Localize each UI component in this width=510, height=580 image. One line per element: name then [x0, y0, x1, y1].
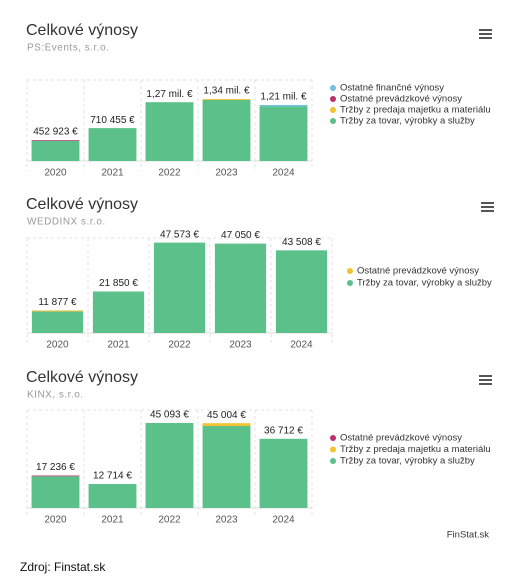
- bar-segment: [31, 140, 80, 161]
- legend-label: Ostatné prevádzkové výnosy: [340, 433, 462, 444]
- value-label: 47 050 €: [221, 230, 260, 241]
- bar-segment: [88, 128, 137, 161]
- chart-title: Celkové výnosy: [26, 22, 138, 39]
- x-tick-label: 2020: [44, 168, 67, 179]
- chart-title: Celkové výnosy: [26, 196, 138, 213]
- bar-segment: [202, 426, 251, 508]
- legend-swatch: [330, 458, 336, 464]
- x-tick-label: 2021: [101, 168, 124, 179]
- x-tick-label: 2023: [215, 168, 238, 179]
- chart-subtitle: WEDDINX s.r.o.: [27, 217, 106, 228]
- value-label: 17 236 €: [36, 462, 75, 473]
- menu-icon[interactable]: [479, 375, 492, 385]
- x-tick-label: 2022: [158, 515, 181, 526]
- bar-segment: [31, 140, 80, 141]
- bar-segment: [145, 423, 194, 508]
- legend-swatch: [330, 446, 336, 453]
- value-label: 45 093 €: [150, 410, 189, 421]
- menu-icon[interactable]: [481, 202, 494, 212]
- value-label: 1,34 mil. €: [203, 86, 250, 97]
- value-label: 43 508 €: [282, 237, 321, 248]
- source-logo: FinStat.sk: [447, 530, 489, 541]
- bar-segment: [259, 106, 308, 161]
- bar-segment: [145, 102, 194, 161]
- bar-segment: [31, 310, 84, 312]
- legend-label: Ostatné prevádzkové výnosy: [340, 94, 462, 105]
- value-label: 1,21 mil. €: [260, 92, 307, 103]
- x-tick-label: 2021: [107, 340, 130, 351]
- bar-segment: [153, 242, 206, 333]
- caption: Zdroj: Finstat.sk: [20, 560, 106, 574]
- bar-segment: [31, 311, 84, 333]
- bar-segment: [214, 243, 267, 333]
- legend-label: Tržby za tovar, výrobky a služby: [340, 116, 475, 127]
- x-tick-label: 2023: [215, 515, 238, 526]
- value-label: 1,27 mil. €: [146, 89, 193, 100]
- bar-segment: [202, 423, 251, 427]
- x-tick-label: 2020: [44, 515, 67, 526]
- legend-swatch: [347, 268, 353, 274]
- chart-title: Celkové výnosy: [26, 369, 138, 386]
- bar-segment: [259, 438, 308, 508]
- x-tick-label: 2023: [229, 340, 252, 351]
- value-label: 45 004 €: [207, 410, 246, 421]
- bar-segment: [92, 291, 145, 333]
- x-tick-label: 2024: [272, 515, 295, 526]
- legend-swatch: [330, 85, 336, 91]
- x-tick-label: 2024: [272, 168, 295, 179]
- x-tick-label: 2024: [290, 340, 313, 351]
- bar-segment: [31, 476, 80, 508]
- x-tick-label: 2021: [101, 515, 124, 526]
- bar-segment: [31, 475, 80, 477]
- value-label: 710 455 €: [90, 115, 135, 126]
- x-tick-label: 2022: [168, 340, 191, 351]
- bar-segment: [202, 99, 251, 161]
- legend-swatch: [347, 280, 353, 286]
- value-label: 452 923 €: [33, 127, 78, 138]
- value-label: 21 850 €: [99, 278, 138, 289]
- value-label: 36 712 €: [264, 425, 303, 436]
- legend-swatch: [330, 107, 336, 113]
- legend-swatch: [330, 118, 336, 124]
- legend-label: Ostatné prevádzkové výnosy: [357, 266, 479, 277]
- menu-icon[interactable]: [479, 29, 492, 39]
- legend-label: Tržby z predaja majetku a materiálu: [340, 444, 491, 455]
- bar-segment: [259, 104, 308, 107]
- bar-segment: [88, 484, 137, 508]
- legend-label: Tržby za tovar, výrobky a služby: [340, 456, 475, 467]
- legend-swatch: [330, 435, 336, 441]
- bar-segment: [275, 250, 328, 333]
- chart-subtitle: KINX, s.r.o.: [27, 390, 84, 401]
- value-label: 47 573 €: [160, 229, 199, 240]
- legend-label: Tržby z predaja majetku a materiálu: [340, 105, 491, 116]
- value-label: 11 877 €: [38, 297, 77, 308]
- x-tick-label: 2022: [158, 168, 181, 179]
- legend-swatch: [330, 96, 336, 102]
- x-tick-label: 2020: [46, 340, 69, 351]
- legend-label: Ostatné finančné výnosy: [340, 83, 444, 94]
- chart-subtitle: PS:Events, s.r.o.: [27, 43, 109, 54]
- bar-segment: [202, 98, 251, 100]
- value-label: 12 714 €: [93, 471, 132, 482]
- legend-label: Tržby za tovar, výrobky a služby: [357, 278, 492, 289]
